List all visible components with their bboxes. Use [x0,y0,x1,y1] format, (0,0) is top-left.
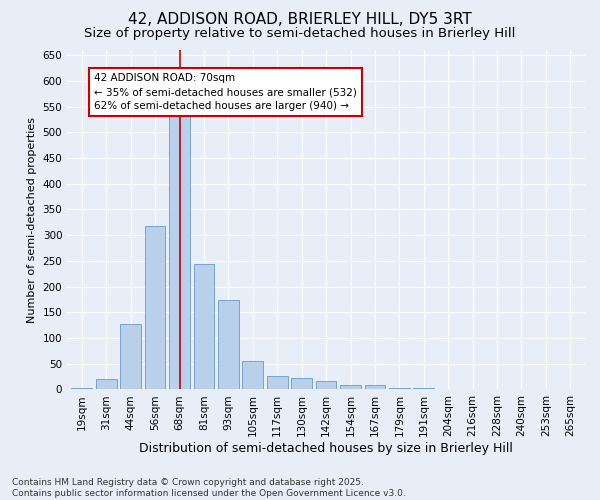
Bar [389,388,410,390]
Bar [316,381,337,390]
Text: 42, ADDISON ROAD, BRIERLEY HILL, DY5 3RT: 42, ADDISON ROAD, BRIERLEY HILL, DY5 3RT [128,12,472,28]
Bar [560,389,581,390]
Bar [96,379,116,390]
Bar [145,226,166,390]
Bar [242,361,263,390]
Bar [340,386,361,390]
Bar [291,378,312,390]
Bar [267,376,287,390]
Bar [511,389,532,390]
Y-axis label: Number of semi-detached properties: Number of semi-detached properties [27,116,37,322]
Bar [438,389,458,390]
Text: Contains HM Land Registry data © Crown copyright and database right 2025.
Contai: Contains HM Land Registry data © Crown c… [12,478,406,498]
Bar [169,114,190,390]
Bar [120,324,141,390]
Bar [71,388,92,390]
Bar [462,389,483,390]
X-axis label: Distribution of semi-detached houses by size in Brierley Hill: Distribution of semi-detached houses by … [139,442,513,455]
Text: Size of property relative to semi-detached houses in Brierley Hill: Size of property relative to semi-detach… [85,28,515,40]
Text: 42 ADDISON ROAD: 70sqm
← 35% of semi-detached houses are smaller (532)
62% of se: 42 ADDISON ROAD: 70sqm ← 35% of semi-det… [94,73,357,111]
Bar [365,386,385,390]
Bar [194,264,214,390]
Bar [413,388,434,390]
Bar [218,300,239,390]
